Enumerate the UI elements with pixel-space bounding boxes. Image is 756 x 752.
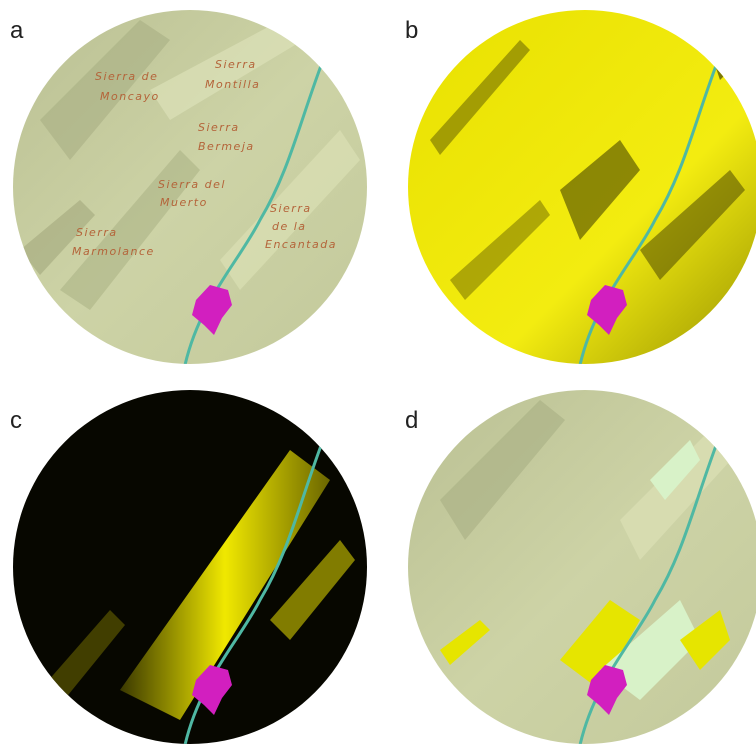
place-label: Sierra <box>198 121 240 134</box>
place-label: Encantada <box>265 238 337 251</box>
figure: a Sierra de Moncayo Sierra Montilla Sier… <box>0 0 756 752</box>
place-label: Sierra <box>215 58 257 71</box>
panel-b-map <box>400 0 756 380</box>
place-label: Sierra <box>76 226 118 239</box>
panel-c-map <box>0 380 380 752</box>
panel-letter: a <box>10 17 24 44</box>
place-label: de la <box>272 220 307 233</box>
place-label: Bermeja <box>198 140 255 153</box>
place-label: Sierra <box>270 202 312 215</box>
panel-letter: d <box>405 407 418 434</box>
place-label: Montilla <box>205 78 260 91</box>
place-label: Marmolance <box>72 245 155 258</box>
place-label: Moncayo <box>100 90 160 103</box>
panel-d-map <box>400 380 756 752</box>
place-label: Sierra del <box>158 178 226 191</box>
panel-letter: b <box>405 17 418 44</box>
panel-letter: c <box>10 407 22 434</box>
place-label: Sierra de <box>95 70 158 83</box>
place-label: Muerto <box>160 196 208 209</box>
